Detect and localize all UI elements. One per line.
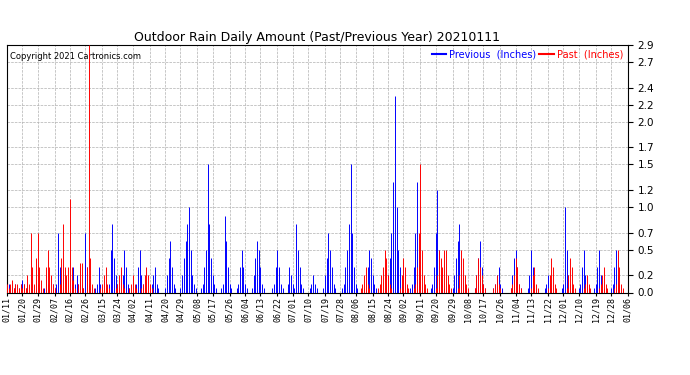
Text: Copyright 2021 Cartronics.com: Copyright 2021 Cartronics.com [10,53,141,62]
Title: Outdoor Rain Daily Amount (Past/Previous Year) 20210111: Outdoor Rain Daily Amount (Past/Previous… [135,31,500,44]
Legend: Previous  (Inches), Past  (Inches): Previous (Inches), Past (Inches) [432,50,623,60]
